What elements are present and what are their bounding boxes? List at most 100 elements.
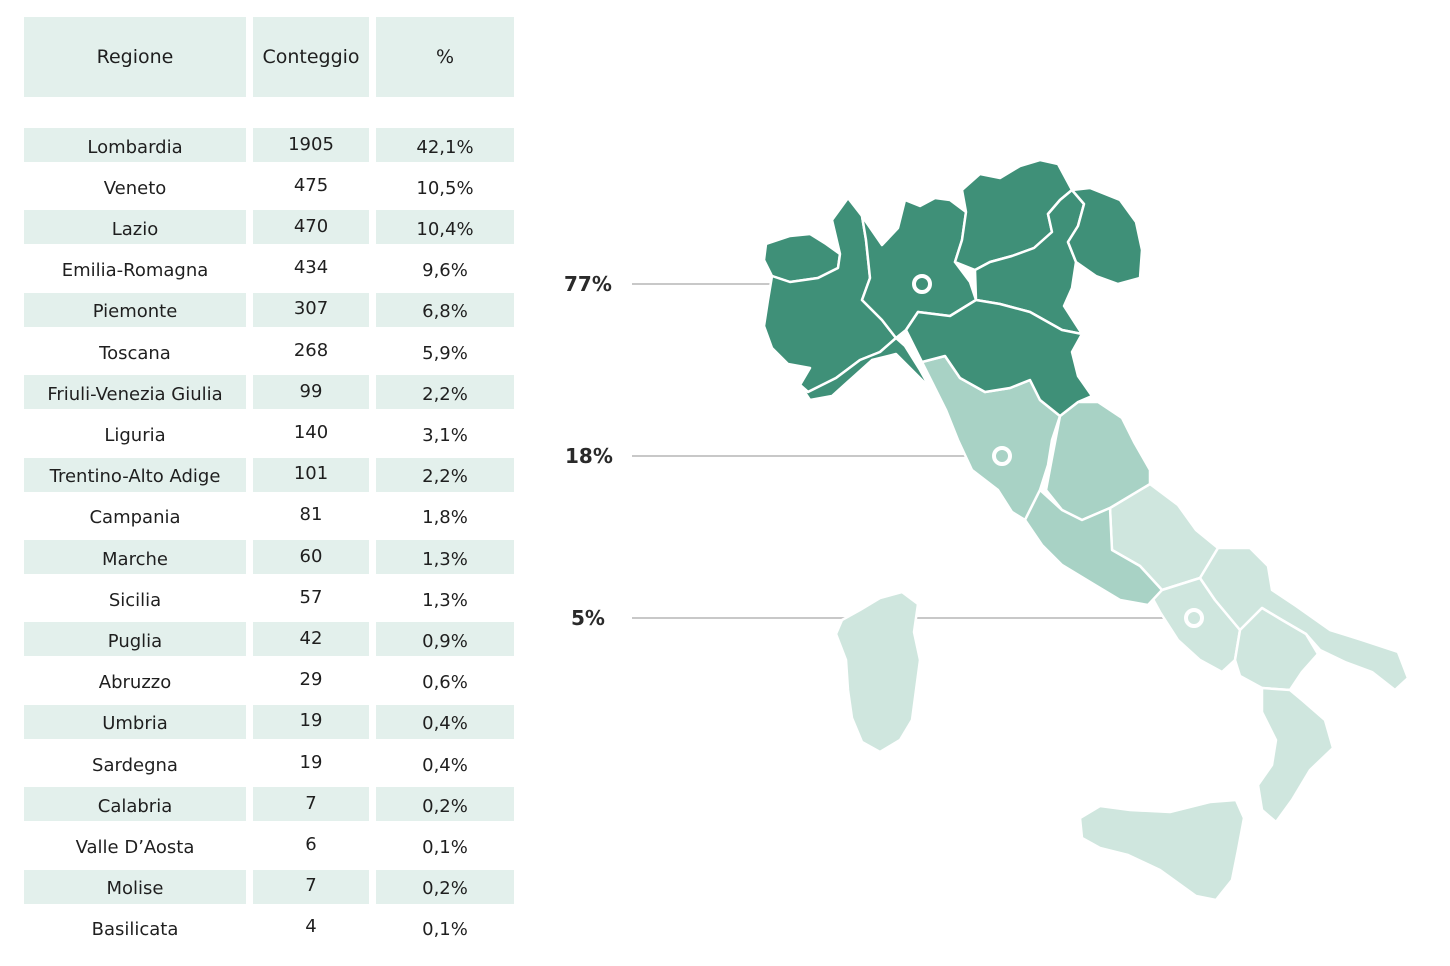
- cell-percent: 1,8%: [422, 507, 468, 529]
- label-south-percent: 5%: [571, 606, 605, 630]
- cell-region: Basilicata: [91, 919, 179, 941]
- cell-count: 7: [253, 869, 369, 904]
- table-row: Molise 7 0,2%: [0, 869, 520, 904]
- region-friuli: [1066, 186, 1144, 286]
- cell-region: Molise: [24, 869, 246, 904]
- table-row: Basilicata 4 0,1%: [0, 911, 520, 945]
- cell-count: 101: [253, 457, 369, 492]
- table-row: Puglia 42 0,9%: [0, 622, 520, 657]
- cell-region: Piemonte: [24, 292, 246, 327]
- cell-region: Trentino-Alto Adige: [24, 457, 246, 492]
- cell-percent: 2,2%: [376, 457, 514, 492]
- cell-count: 99: [253, 375, 369, 410]
- cell-region: Campania: [89, 507, 181, 529]
- cell-percent: 0,2%: [376, 787, 514, 822]
- cell-count: 4: [305, 916, 317, 938]
- cell-percent: 42,1%: [376, 128, 514, 162]
- cell-percent: 0,1%: [422, 919, 468, 941]
- italy-map-svg: [632, 158, 1410, 902]
- region-emilia-romagna: [904, 298, 1094, 418]
- cell-percent: 0,2%: [376, 869, 514, 904]
- cell-count: 6: [305, 833, 317, 855]
- cell-count: 81: [299, 504, 323, 526]
- cell-region: Valle D’Aosta: [75, 836, 195, 858]
- region-lazio: [1023, 488, 1164, 607]
- table-row: Valle D’Aosta 6 0,1%: [0, 828, 520, 862]
- cell-count: 475: [293, 174, 329, 196]
- header-percent: %: [376, 17, 514, 97]
- cell-region: Sardegna: [92, 754, 178, 776]
- cell-count: 434: [293, 257, 329, 279]
- cell-percent: 10,5%: [416, 177, 474, 199]
- cell-percent: 0,6%: [422, 672, 468, 694]
- table-row: Liguria 140 3,1%: [0, 416, 520, 450]
- cell-region: Lombardia: [24, 128, 246, 162]
- cell-percent: 1,3%: [376, 540, 514, 574]
- cell-count: 307: [253, 292, 369, 327]
- table-row: Lombardia 1905 42,1%: [0, 128, 520, 162]
- table-row: Sicilia 57 1,3%: [0, 581, 520, 615]
- zone-south: [834, 482, 1410, 902]
- italy-map: [540, 140, 1440, 920]
- cell-region: Sicilia: [108, 589, 162, 611]
- cell-percent: 0,1%: [422, 836, 468, 858]
- cell-count: 42: [253, 622, 369, 657]
- cell-region: Toscana: [99, 342, 171, 364]
- table-row: Abruzzo 29 0,6%: [0, 664, 520, 698]
- cell-count: 1905: [253, 128, 369, 162]
- cell-percent: 0,4%: [422, 754, 468, 776]
- cell-count: 470: [253, 210, 369, 245]
- table-row: Campania 81 1,8%: [0, 499, 520, 533]
- table-row: Lazio 470 10,4%: [0, 210, 520, 245]
- cell-percent: 5,9%: [422, 342, 468, 364]
- cell-region: Emilia-Romagna: [61, 260, 209, 282]
- marker-north: [912, 274, 932, 294]
- table-row: Toscana 268 5,9%: [0, 334, 520, 368]
- cell-region: Abruzzo: [98, 672, 172, 694]
- cell-count: 268: [293, 339, 329, 361]
- cell-region: Liguria: [104, 424, 166, 446]
- cell-count: 19: [253, 704, 369, 739]
- cell-region: Lazio: [24, 210, 246, 245]
- cell-region: Puglia: [24, 622, 246, 657]
- table-row: Veneto 475 10,5%: [0, 169, 520, 203]
- table-row: Emilia-Romagna 434 9,6%: [0, 252, 520, 286]
- label-north-percent: 77%: [564, 272, 612, 296]
- table-row: Sardegna 19 0,4%: [0, 746, 520, 780]
- cell-count: 19: [299, 751, 323, 773]
- cell-percent: 1,3%: [422, 589, 468, 611]
- label-center-percent: 18%: [565, 444, 613, 468]
- cell-percent: 2,2%: [376, 375, 514, 410]
- table-row: Marche 60 1,3%: [0, 540, 520, 574]
- cell-count: 7: [253, 787, 369, 822]
- zone-center: [920, 354, 1164, 607]
- cell-count: 29: [299, 669, 323, 691]
- cell-percent: 6,8%: [376, 292, 514, 327]
- marker-center: [992, 446, 1012, 466]
- cell-region: Marche: [24, 540, 246, 574]
- region-sardegna: [834, 590, 922, 754]
- cell-count: 57: [299, 586, 323, 608]
- region-lombardia: [860, 196, 978, 340]
- region-basilicata: [1233, 606, 1320, 692]
- table-row: Calabria 7 0,2%: [0, 787, 520, 822]
- cell-percent: 0,4%: [376, 704, 514, 739]
- marker-south: [1184, 608, 1204, 628]
- region-table: Regione Conteggio % Lombardia 1905 42,1% Ve…: [0, 0, 520, 966]
- region-liguria: [798, 336, 932, 402]
- cell-count: 60: [253, 540, 369, 574]
- zone-north: [762, 158, 1144, 418]
- region-calabria: [1256, 686, 1335, 824]
- cell-percent: 9,6%: [422, 260, 468, 282]
- table-row: Umbria 19 0,4%: [0, 704, 520, 739]
- cell-region: Veneto: [103, 177, 167, 199]
- header-region: Regione: [24, 17, 246, 97]
- table-row: Trentino-Alto Adige 101 2,2%: [0, 457, 520, 492]
- cell-percent: 0,9%: [376, 622, 514, 657]
- cell-count: 140: [293, 421, 329, 443]
- cell-region: Umbria: [24, 704, 246, 739]
- table-row: Piemonte 307 6,8%: [0, 292, 520, 327]
- table-row: Friuli-Venezia Giulia 99 2,2%: [0, 375, 520, 410]
- cell-percent: 3,1%: [422, 424, 468, 446]
- region-umbria-marche: [1044, 400, 1152, 522]
